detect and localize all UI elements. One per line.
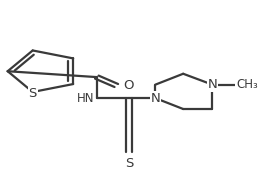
Text: N: N	[207, 78, 217, 91]
Text: O: O	[123, 79, 134, 92]
Text: S: S	[29, 87, 37, 100]
Text: CH₃: CH₃	[236, 78, 258, 91]
Text: HN: HN	[76, 92, 94, 105]
Text: N: N	[150, 92, 160, 105]
Text: S: S	[125, 157, 133, 170]
